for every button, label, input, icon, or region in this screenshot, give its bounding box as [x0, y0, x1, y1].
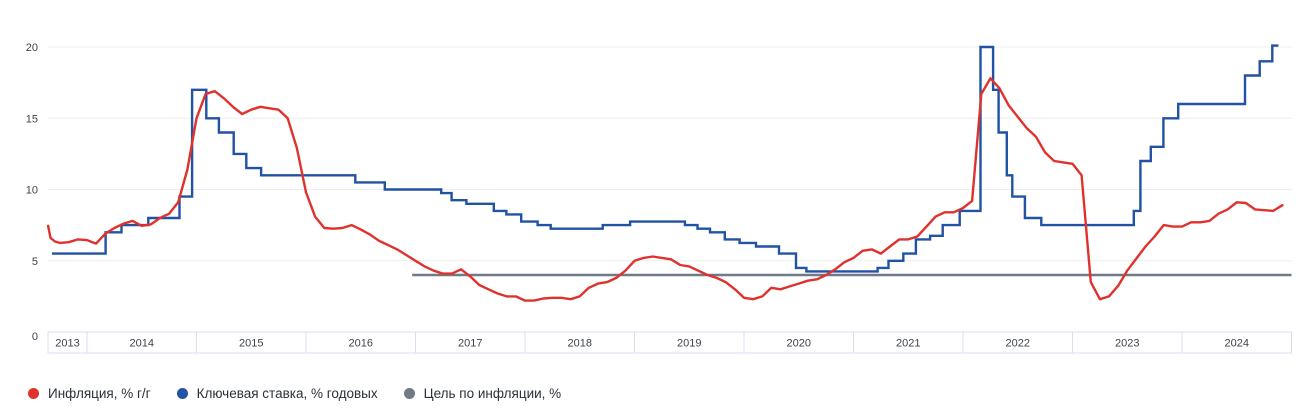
legend-item-key-rate: Ключевая ставка, % годовых: [176, 386, 378, 401]
x-tick-label-2018: 2018: [567, 338, 591, 350]
inflation-target-series-dot-icon: [403, 388, 415, 399]
x-tick-label-2015: 2015: [239, 338, 263, 350]
y-tick-label-10: 10: [26, 185, 38, 197]
y-tick-label-20: 20: [26, 42, 38, 54]
x-tick-label-2013: 2013: [55, 338, 79, 350]
chart-legend: Инфляция, % г/г Ключевая ставка, % годов…: [28, 386, 561, 401]
inflation-series-dot-icon: [28, 388, 39, 399]
x-tick-label-2019: 2019: [677, 338, 701, 350]
x-tick-label-2016: 2016: [348, 338, 372, 350]
x-tick-label-2021: 2021: [896, 338, 920, 350]
x-tick-label-2023: 2023: [1115, 338, 1139, 350]
key-rate-series-dot-icon: [176, 388, 188, 399]
legend-label-key-rate: Ключевая ставка, % годовых: [196, 386, 378, 401]
x-tick-label-2017: 2017: [458, 338, 482, 350]
y-tick-label-5: 5: [32, 256, 38, 268]
x-axis-band: [47, 331, 1292, 354]
key-rate-line: [51, 44, 1279, 273]
inflation-line: [46, 77, 1284, 302]
legend-label-inflation: Инфляция, % г/г: [48, 386, 151, 401]
x-tick-label-2024: 2024: [1225, 338, 1249, 350]
x-tick-label-2014: 2014: [129, 338, 153, 350]
legend-label-inflation-target: Цель по инфляции, %: [423, 386, 562, 401]
x-tick-label-2022: 2022: [1006, 338, 1030, 350]
y-tick-label-0: 0: [32, 331, 38, 343]
legend-item-inflation: Инфляция, % г/г: [28, 386, 151, 401]
y-tick-label-15: 15: [26, 113, 38, 125]
x-tick-label-2020: 2020: [787, 338, 811, 350]
legend-item-inflation-target: Цель по инфляции, %: [403, 386, 562, 401]
